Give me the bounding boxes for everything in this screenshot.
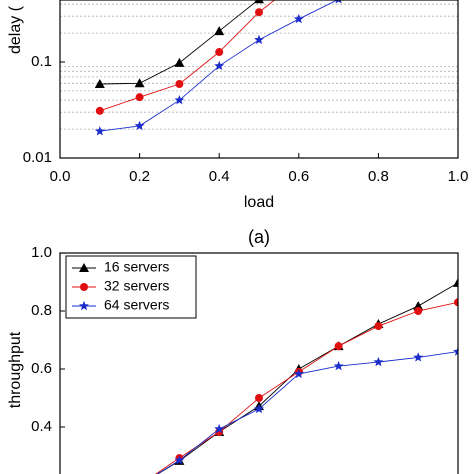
marker [255,8,263,17]
marker [373,356,384,367]
marker [94,126,105,136]
marker [215,48,224,57]
marker [374,322,383,331]
legend-label: 64 servers [104,297,169,313]
marker [174,455,185,465]
marker [175,79,184,88]
marker [135,93,144,102]
plot-area [155,277,458,474]
x-tick-label: 0.2 [129,168,150,185]
series-line [155,301,458,474]
marker [333,360,344,371]
marker [254,403,264,414]
legend-label: 16 servers [104,259,169,275]
marker [414,307,423,315]
marker [134,120,145,131]
marker [255,394,263,402]
marker [95,106,104,115]
plot-area [60,0,458,136]
y-tick-label: 1.0 [31,244,52,261]
marker [293,13,304,24]
marker [413,301,424,311]
y-tick-label: 0.4 [31,418,52,435]
marker [79,263,89,272]
x-tick-label: 0.4 [209,168,230,185]
x-tick-label: 0.8 [368,168,389,185]
y-tick-label: 0.1 [31,53,52,70]
y-tick-label: 0.8 [31,302,52,319]
legend-label: 32 servers [104,278,169,294]
marker [335,0,342,4]
marker [334,342,343,351]
marker [174,57,185,67]
y-tick-label: 0.6 [31,360,52,377]
marker [293,368,304,379]
marker [214,423,225,434]
y-axis-label: delay ( [7,5,24,54]
marker [254,0,264,4]
y-tick-label: 0.01 [23,149,52,166]
marker [79,300,89,311]
x-tick-label: 1.0 [448,168,469,185]
marker [94,78,105,88]
y-axis-label: throughput [7,331,24,408]
marker [214,60,225,71]
marker [453,346,458,356]
x-axis-label: load [244,194,274,211]
series-line [99,0,276,112]
marker [174,95,185,105]
marker [453,277,458,287]
series-line [99,0,259,85]
marker [254,34,264,45]
marker [413,352,424,362]
marker [214,26,225,36]
x-tick-label: 0.0 [50,168,71,185]
marker [454,298,458,307]
caption: (a) [248,227,270,247]
plot-frame [59,0,459,159]
x-tick-label: 0.6 [288,168,309,185]
marker [80,283,88,291]
marker [134,78,145,88]
